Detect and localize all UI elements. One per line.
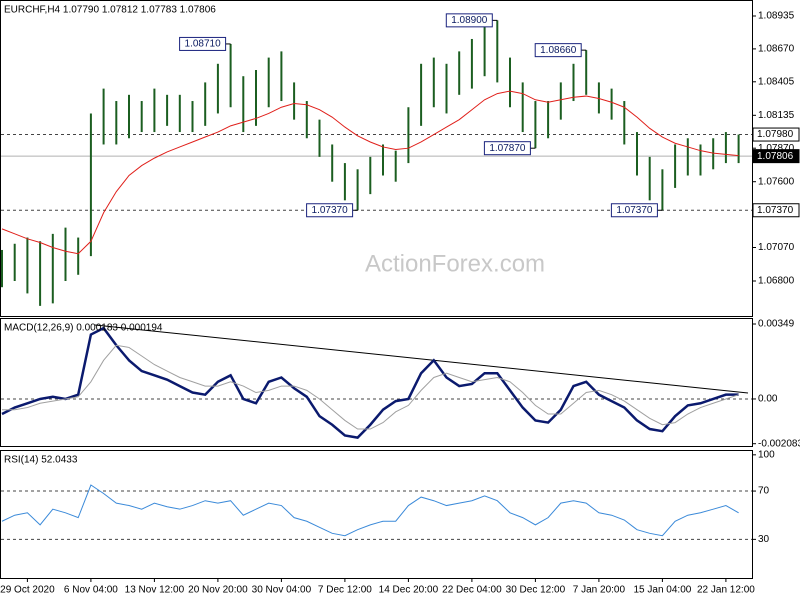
indicator-line bbox=[1, 326, 739, 439]
annotation-box bbox=[445, 13, 493, 28]
x-tick-label: 30 Nov 04:00 bbox=[252, 585, 312, 596]
x-tick-label: 22 Dec 04:00 bbox=[442, 585, 502, 596]
annotation-label: 1.07870 bbox=[489, 143, 526, 154]
indicator-line bbox=[1, 484, 739, 537]
level-label: 1.07370 bbox=[757, 205, 794, 216]
x-tick-label: 7 Dec 12:00 bbox=[318, 585, 372, 596]
annotation-label: 1.08710 bbox=[185, 39, 222, 50]
watermark: ActionForex.com bbox=[365, 250, 545, 277]
x-tick-label: 14 Dec 20:00 bbox=[379, 585, 439, 596]
y-tick-label: 70 bbox=[758, 486, 770, 497]
x-tick-label: 15 Jan 04:00 bbox=[633, 585, 691, 596]
y-tick-label: 1.08405 bbox=[758, 76, 795, 87]
x-tick-label: 20 Nov 20:00 bbox=[188, 585, 248, 596]
y-tick-label: 0.00349 bbox=[758, 319, 795, 330]
y-tick-label: 0.00 bbox=[758, 394, 778, 405]
rsi-panel-frame bbox=[0, 450, 753, 579]
y-tick-label: 1.06800 bbox=[758, 276, 795, 287]
x-tick-label: 13 Nov 12:00 bbox=[125, 585, 185, 596]
x-tick-label: 6 Nov 04:00 bbox=[64, 585, 118, 596]
moving-average bbox=[1, 90, 739, 255]
y-tick-label: 1.07600 bbox=[758, 176, 795, 187]
y-tick-label: -0.002083 bbox=[758, 438, 800, 449]
annotation-box bbox=[534, 43, 582, 58]
x-tick-label: 30 Dec 12:00 bbox=[506, 585, 566, 596]
y-tick-label: 1.08135 bbox=[758, 110, 795, 121]
annotation-label: 1.07370 bbox=[616, 205, 653, 216]
panel-title: MACD(12,26,9) 0.000183 0.000194 bbox=[4, 323, 163, 334]
annotation-box bbox=[610, 203, 658, 218]
x-tick-label: 7 Jan 20:00 bbox=[573, 585, 626, 596]
panel-title: EURCHF,H4 1.07790 1.07812 1.07783 1.0780… bbox=[4, 5, 216, 16]
level-label-box bbox=[752, 203, 800, 218]
x-tick-label: 29 Oct 2020 bbox=[0, 585, 55, 596]
annotation-label: 1.08660 bbox=[540, 45, 577, 56]
annotation-label: 1.08900 bbox=[451, 15, 488, 26]
y-tick-label: 1.07070 bbox=[758, 242, 795, 253]
y-tick-label: 30 bbox=[758, 534, 770, 545]
macd-trendline bbox=[94, 324, 749, 394]
y-tick-label: 1.07870 bbox=[758, 143, 795, 154]
level-label-box bbox=[752, 127, 800, 142]
annotation-box bbox=[306, 203, 354, 218]
x-tick-label: 22 Jan 12:00 bbox=[697, 585, 755, 596]
macd-panel-frame bbox=[0, 318, 753, 447]
level-label: 1.07980 bbox=[757, 129, 794, 140]
level-label: 1.07806 bbox=[757, 151, 794, 162]
y-tick-label: 1.08670 bbox=[758, 44, 795, 55]
level-label-box bbox=[752, 149, 800, 164]
annotation-box bbox=[179, 36, 227, 51]
y-tick-label: 1.08935 bbox=[758, 11, 795, 22]
annotation-box bbox=[483, 141, 531, 156]
y-tick-label: 100 bbox=[758, 449, 775, 460]
indicator-line bbox=[2, 344, 739, 430]
annotation-label: 1.07370 bbox=[312, 205, 349, 216]
panel-title: RSI(14) 52.0433 bbox=[4, 455, 78, 466]
